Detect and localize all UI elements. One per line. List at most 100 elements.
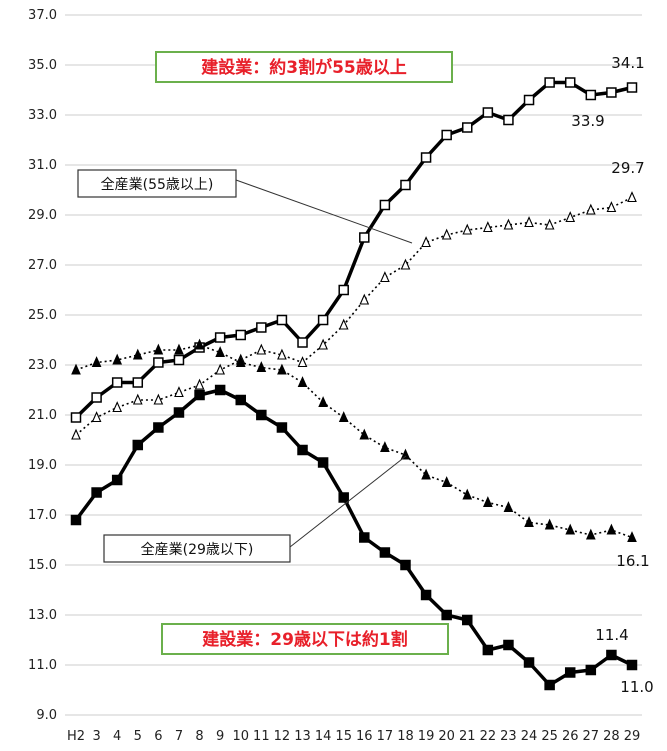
- data-label-s3-second-last: 11.4: [595, 626, 628, 644]
- series-group: [70, 77, 638, 691]
- annotation-box-all-55: [77, 169, 237, 198]
- annotation-construction-29: 建設業：29歳以下は約1割: [202, 629, 408, 650]
- x-tick-label: 19: [418, 729, 435, 744]
- x-tick-label: 16: [356, 729, 373, 744]
- data-point-s1: [441, 228, 452, 240]
- x-tick-label: 7: [175, 729, 183, 744]
- data-point-s1: [359, 293, 370, 305]
- data-label-s3-last: 11.0: [620, 678, 653, 696]
- x-tick-label: 26: [562, 729, 579, 744]
- grid: [65, 14, 642, 716]
- data-point-s0: [276, 314, 288, 326]
- data-point-s0: [70, 412, 82, 423]
- series-line-2: [75, 344, 633, 539]
- data-point-s0: [441, 129, 452, 141]
- data-point-s2: [400, 448, 411, 460]
- x-tick-label: 6: [154, 729, 162, 744]
- data-point-s2: [235, 356, 246, 368]
- y-tick-label: 31.0: [28, 158, 57, 173]
- data-point-s0: [523, 94, 535, 106]
- data-point-s0: [359, 232, 370, 243]
- x-tick-label: 21: [459, 729, 476, 744]
- data-point-s2: [297, 376, 308, 388]
- data-point-s1: [544, 218, 555, 230]
- data-point-s2: [544, 518, 555, 530]
- annotation-construction-55: 建設業：約3割が55歳以上: [201, 57, 407, 78]
- data-point-s1: [524, 216, 534, 228]
- data-point-s0: [606, 87, 617, 98]
- x-tick-label: 8: [195, 729, 203, 744]
- data-point-s2: [627, 531, 637, 543]
- x-tick-label: 29: [624, 729, 641, 744]
- data-point-s0: [153, 357, 164, 368]
- data-point-s3: [503, 639, 514, 651]
- x-tick-label: 18: [397, 729, 414, 744]
- y-tick-label: 29.0: [28, 208, 57, 223]
- data-point-s2: [441, 476, 452, 488]
- data-point-s0: [544, 77, 555, 88]
- data-point-s2: [215, 346, 225, 358]
- data-point-s0: [462, 122, 473, 133]
- data-point-s3: [338, 492, 349, 503]
- x-tick-label: 28: [603, 729, 620, 744]
- data-point-s3: [462, 614, 473, 626]
- data-point-s0: [564, 77, 576, 88]
- data-point-s2: [380, 441, 390, 453]
- data-point-s1: [421, 236, 431, 248]
- data-label-s1-last: 29.7: [611, 159, 644, 177]
- x-tick-label: 22: [480, 729, 497, 744]
- data-point-s1: [318, 338, 328, 350]
- data-point-s1: [297, 356, 308, 368]
- x-tick-label: 24: [521, 729, 538, 744]
- x-tick-label: 5: [134, 729, 142, 744]
- annotation-box-construction-29: [161, 623, 449, 655]
- x-tick-label: 12: [274, 729, 291, 744]
- data-point-s0: [173, 354, 185, 366]
- data-point-s1: [132, 393, 143, 405]
- data-point-s2: [585, 528, 596, 540]
- data-point-s1: [338, 318, 349, 330]
- data-point-s3: [276, 422, 288, 433]
- data-point-s2: [256, 361, 267, 373]
- data-point-s3: [317, 457, 329, 468]
- y-tick-label: 27.0: [28, 258, 57, 273]
- y-tick-label: 25.0: [28, 308, 57, 323]
- data-point-s3: [585, 664, 597, 676]
- data-point-s1: [627, 191, 637, 203]
- data-point-s0: [235, 329, 246, 341]
- data-point-s3: [379, 547, 391, 558]
- data-label-s0-last: 34.1: [611, 54, 644, 72]
- data-point-s1: [91, 411, 102, 423]
- data-point-s1: [215, 363, 225, 375]
- x-tick-label: 23: [500, 729, 517, 744]
- data-point-s1: [606, 201, 617, 213]
- data-point-s3: [482, 644, 494, 656]
- data-point-s1: [153, 393, 164, 405]
- y-tick-label: 35.0: [28, 58, 57, 73]
- data-point-s1: [483, 221, 493, 233]
- x-tick-label: 25: [541, 729, 558, 744]
- series-line-0: [74, 80, 633, 419]
- data-point-s2: [194, 338, 205, 350]
- x-tick-label: 20: [438, 729, 455, 744]
- annotation-box-all-29: [103, 534, 291, 563]
- y-tick-label: 17.0: [28, 508, 57, 523]
- annotation-all-55: 全産業(55歳以上): [101, 176, 214, 193]
- annotation-box-construction-55: [155, 51, 453, 83]
- data-point-s1: [277, 348, 287, 360]
- x-tick-label: 4: [113, 729, 121, 744]
- data-point-s0: [420, 152, 432, 163]
- y-tick-label: 11.0: [28, 658, 57, 673]
- x-tick-label: 10: [232, 729, 249, 744]
- data-point-s3: [173, 407, 185, 418]
- data-point-s2: [359, 428, 370, 440]
- data-point-s0: [400, 179, 411, 191]
- y-tick-label: 21.0: [28, 408, 57, 423]
- data-point-s2: [606, 523, 617, 535]
- x-tick-label: H2: [67, 729, 85, 744]
- annotation-all-29: 全産業(29歳以下): [141, 541, 254, 558]
- data-point-s1: [194, 378, 205, 390]
- data-point-s3: [256, 409, 267, 421]
- x-axis-ticks: H2 3 4 5 6 7 8 9 10 11 12 13 14 15 16 17 18 19 20 21 22 23 24 2…: [67, 729, 640, 744]
- data-point-s3: [564, 667, 576, 678]
